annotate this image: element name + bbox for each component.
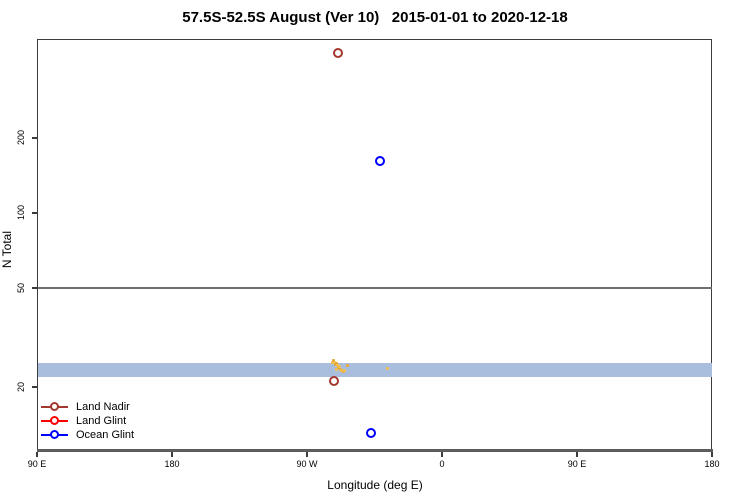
x-tick-label-1: 180 — [164, 459, 180, 469]
y-tick-label-wrap-20: 20 — [14, 362, 28, 412]
reference-line-50 — [38, 286, 712, 289]
y-tick-label-wrap-100: 100 — [14, 188, 28, 238]
legend-circle-icon — [50, 416, 59, 426]
highlight-band — [38, 362, 712, 377]
legend-row-land-glint: Land Glint — [41, 414, 134, 428]
gold-mark — [343, 368, 347, 372]
x-tick-1 — [171, 452, 173, 457]
y-axis-label: N Total — [0, 231, 14, 269]
x-axis-label: Longitude (deg E) — [327, 478, 423, 492]
y-tick-20 — [32, 386, 37, 388]
x-tick-label-2: 90 W — [296, 459, 318, 469]
point-ocean-glint — [375, 155, 385, 166]
x-tick-0 — [36, 452, 38, 457]
chart-title: 57.5S-52.5S August (Ver 10) 2015-01-01 t… — [182, 9, 568, 26]
y-tick-label-wrap-200: 200 — [14, 113, 28, 163]
y-tick-label-20: 20 — [16, 381, 26, 392]
y-tick-200 — [32, 137, 37, 139]
x-tick-5 — [711, 452, 713, 457]
gold-mark — [335, 364, 339, 368]
x-axis-line — [37, 449, 713, 452]
x-tick-label-5: 180 — [704, 459, 720, 469]
point-land-nadir — [333, 48, 343, 59]
legend-circle-icon — [50, 402, 59, 412]
gold-mark — [332, 359, 336, 363]
y-tick-50 — [32, 287, 37, 289]
gold-mark — [335, 361, 339, 365]
x-tick-3 — [441, 452, 443, 457]
legend-label: Land Glint — [76, 415, 127, 427]
x-tick-label-4: 90 E — [567, 459, 587, 469]
legend: Land Nadir Land Glint Ocean Glint — [41, 400, 134, 442]
legend-row-ocean-glint: Ocean Glint — [41, 428, 134, 442]
legend-line-icon — [41, 402, 68, 412]
gold-mark — [338, 365, 342, 369]
x-tick-2 — [306, 452, 308, 457]
gold-mark — [333, 361, 337, 365]
point-ocean-glint — [366, 428, 376, 439]
legend-label: Ocean Glint — [76, 429, 135, 441]
legend-label: Land Nadir — [76, 401, 130, 413]
x-tick-4 — [576, 452, 578, 457]
point-land-nadir — [328, 376, 339, 387]
plot-area — [37, 39, 712, 451]
y-tick-100 — [32, 212, 37, 214]
x-tick-label-3: 0 — [439, 459, 445, 469]
y-tick-label-100: 100 — [16, 205, 26, 221]
gold-mark — [341, 370, 345, 374]
x-tick-label-0: 90 E — [27, 459, 47, 469]
legend-circle-icon — [50, 430, 59, 440]
y-tick-label-50: 50 — [16, 282, 26, 293]
gold-mark — [385, 366, 389, 370]
y-axis-label-wrap: N Total — [0, 150, 14, 350]
gold-mark — [334, 367, 338, 371]
legend-row-land-nadir: Land Nadir — [41, 400, 134, 414]
legend-line-icon — [41, 430, 68, 440]
gold-mark — [345, 363, 349, 367]
y-tick-label-wrap-50: 50 — [14, 263, 28, 313]
legend-line-icon — [41, 416, 68, 426]
y-tick-label-200: 200 — [16, 130, 26, 146]
